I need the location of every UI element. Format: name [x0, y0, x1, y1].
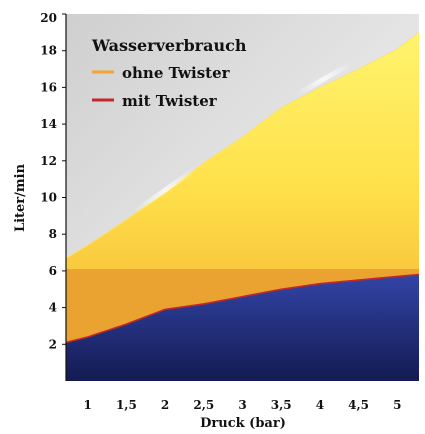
y-tick-label: 12 [40, 154, 57, 168]
x-tick-label: 1 [84, 398, 92, 412]
x-tick-label: 1,5 [116, 398, 137, 412]
line-mit-twister [66, 273, 419, 344]
y-tick-label: 4 [49, 301, 57, 315]
y-axis-ticks: 2 4 6 8 10 12 14 16 18 20 [40, 11, 66, 351]
y-tick-label: 16 [40, 80, 57, 94]
line-ohne-twister [66, 32, 419, 259]
y-tick-label: 8 [49, 227, 57, 241]
y-axis-title: Liter/min [13, 163, 28, 232]
y-tick-label: 14 [40, 117, 57, 131]
y-tick-label: 2 [49, 337, 57, 351]
x-axis-title: Druck (bar) [200, 416, 286, 431]
legend-label-mit-twister: mit Twister [122, 92, 218, 110]
y-tick-label: 18 [40, 44, 57, 58]
x-tick-label: 5 [393, 398, 401, 412]
area-mit-twister [66, 274, 419, 381]
highlight-streaks [131, 61, 354, 215]
legend-title: Wasserverbrauch [91, 36, 247, 55]
x-axis-ticks: 1 1,5 2 2,5 3 3,5 4 4,5 5 [84, 398, 402, 412]
y-tick-label: 10 [40, 191, 57, 205]
y-tick-label: 20 [40, 11, 57, 25]
x-tick-label: 3 [238, 398, 246, 412]
y-tick-label: 6 [49, 264, 57, 278]
x-tick-label: 2,5 [193, 398, 214, 412]
x-tick-label: 2 [161, 398, 169, 412]
x-tick-label: 3,5 [271, 398, 292, 412]
highlight-streak [131, 165, 199, 215]
highlight-streak [294, 61, 354, 98]
x-tick-label: 4,5 [348, 398, 369, 412]
x-tick-label: 4 [316, 398, 324, 412]
legend-label-ohne-twister: ohne Twister [122, 64, 231, 82]
legend: Wasserverbrauch ohne Twister mit Twister [91, 36, 247, 110]
